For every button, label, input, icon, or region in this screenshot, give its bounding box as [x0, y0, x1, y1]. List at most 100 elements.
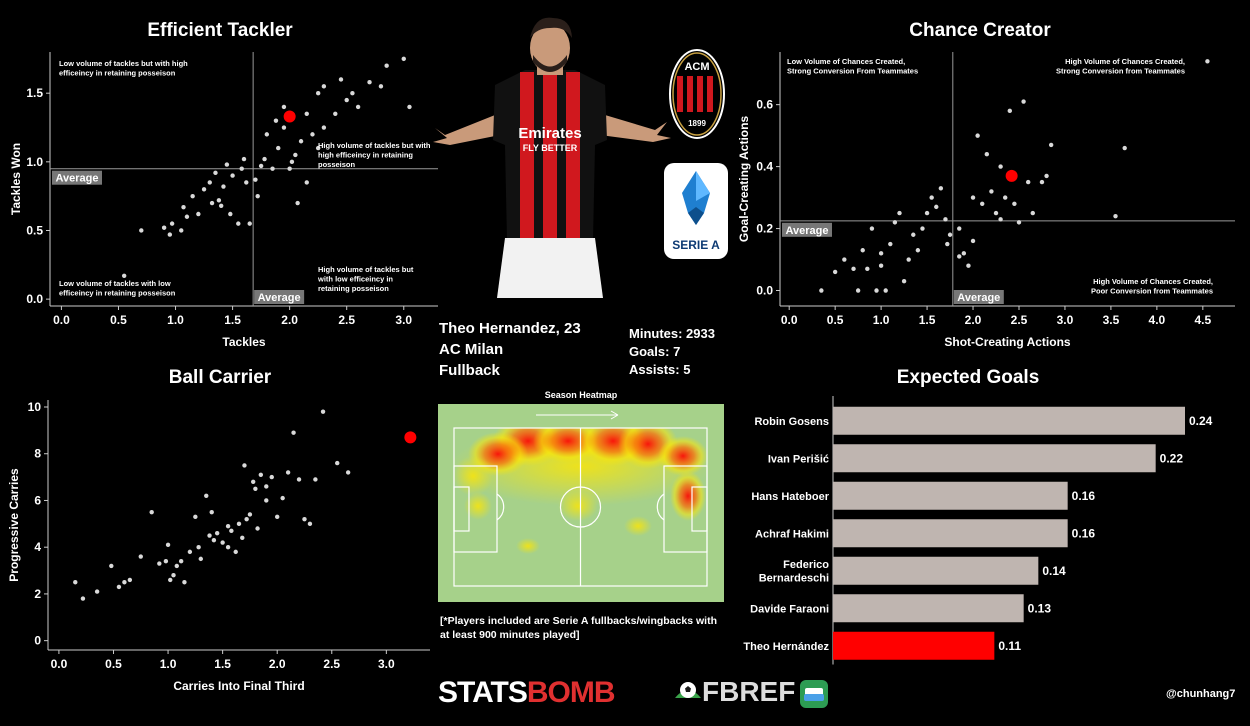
creator-point: [970, 238, 976, 244]
tackler-xtick-label: 0.0: [53, 313, 70, 327]
carrier-point: [196, 544, 201, 550]
creator-point: [1025, 179, 1031, 185]
tackler-point: [161, 225, 167, 230]
tackler-point: [216, 198, 222, 203]
carrier-point: [296, 477, 302, 482]
creator-point: [869, 226, 875, 231]
carrier-point: [253, 486, 258, 491]
carrier-point: [255, 526, 260, 531]
creator-point: [901, 279, 907, 284]
player-goals: Goals: 7: [629, 344, 681, 359]
carrier-point: [313, 477, 318, 482]
creator-point: [819, 288, 824, 293]
tackler-point: [315, 145, 321, 151]
creator-point: [851, 266, 856, 272]
creator-ylabel: Goal-Creating Actions: [737, 116, 751, 243]
heatmap-density: [454, 428, 707, 554]
carrier-ytick-label: 0: [34, 634, 41, 648]
carrier-point: [242, 463, 247, 468]
xg-bar: [833, 519, 1068, 548]
xg-category-label: Theo Hernández: [743, 641, 829, 653]
xg-value-label: 0.16: [1072, 526, 1096, 540]
creator-average-y-box: [782, 222, 832, 237]
shirt-sponsor: Emirates: [518, 125, 581, 142]
player-position: Fullback: [439, 362, 500, 379]
creator-point: [915, 248, 921, 253]
tackler-ylabel: Tackles Won: [9, 143, 23, 215]
creator-point: [878, 263, 884, 268]
creator-xtick-label: 2.5: [1011, 313, 1028, 327]
carrier-point: [264, 484, 269, 489]
tackler-point: [230, 173, 235, 178]
creator-point: [911, 232, 916, 237]
shirt-sponsor-2: FLY BETTER: [523, 143, 578, 153]
tackler-point: [209, 200, 215, 206]
creator-point: [883, 288, 888, 293]
tackler-ytick-label: 0.0: [26, 292, 43, 306]
tackler-point: [228, 211, 233, 217]
club-badge-text: ACM: [684, 61, 709, 73]
creator-average-y-label: Average: [785, 225, 828, 237]
creator-point: [998, 164, 1003, 169]
carrier-point: [250, 479, 256, 484]
carrier-point: [165, 542, 171, 548]
carrier-scatter: 0.0 0.5 1.0 1.5 2.0 2.5 3.0 0 2 4 6 8 10 Carries Into…: [7, 400, 430, 693]
tackler-point: [221, 184, 226, 189]
creator-xtick-label: 1.0: [873, 313, 890, 327]
xg-category-label: Hans Hateboer: [751, 491, 829, 503]
creator-title: Chance Creator: [909, 20, 1051, 41]
tackler-point: [167, 232, 173, 237]
player-club: AC Milan: [439, 341, 504, 358]
creator-xtick-label: 3.0: [1057, 313, 1074, 327]
creator-xlabel: Shot-Creating Actions: [944, 335, 1071, 349]
tackler-point: [213, 170, 218, 176]
fbref-logo: FBREF: [702, 676, 796, 707]
creator-point: [1012, 201, 1017, 206]
tackler-xlabel: Tackles: [222, 335, 265, 349]
carrier-point: [214, 530, 220, 536]
tackler-average-y-box: [52, 170, 102, 185]
creator-ytick-label: 0.2: [756, 222, 773, 236]
carrier-xtick-label: 3.0: [378, 657, 395, 671]
tackler-point: [295, 200, 300, 206]
creator-point: [947, 232, 953, 237]
creator-point: [989, 189, 994, 194]
heatmap-title: Season Heatmap: [545, 390, 618, 400]
carrier-point: [264, 498, 269, 503]
tackler-point: [289, 159, 295, 165]
tackler-xtick-label: 2.0: [281, 313, 298, 327]
tackler-point: [253, 177, 258, 182]
tackler-point: [218, 203, 224, 208]
tackler-point: [350, 90, 355, 96]
carrier-point: [138, 554, 143, 559]
tackler-point: [190, 193, 195, 199]
tackler-ytick-label: 0.5: [26, 223, 43, 237]
tackler-point: [270, 166, 275, 171]
creator-scatter: 0.0 0.5 1.0 1.5 2.0 2.5 3.0 3.5 4.0 4.5 0.0 0.2 0.4 0…: [737, 52, 1235, 349]
creator-ytick-label: 0.6: [756, 98, 773, 112]
tackler-point: [273, 118, 279, 123]
tackler-xtick-label: 1.5: [224, 313, 241, 327]
tackler-point: [281, 125, 287, 130]
xg-bar: [833, 556, 1039, 585]
creator-point: [924, 210, 930, 216]
carrier-point: [122, 580, 127, 585]
creator-point: [1016, 220, 1022, 225]
tackler-point: [264, 132, 270, 137]
tackler-point: [287, 166, 292, 171]
carrier-point: [345, 470, 351, 475]
tackler-point: [367, 80, 372, 85]
tackler-point: [241, 156, 247, 162]
player-photo: Emirates FLY BETTER: [433, 17, 671, 298]
tackler-average-y-label: Average: [55, 173, 98, 185]
xg-category-label: Davide Faraoni: [750, 603, 829, 615]
creator-point: [1048, 142, 1054, 148]
tackler-point: [333, 111, 338, 116]
carrier-ylabel: Progressive Carries: [7, 468, 21, 582]
heatmap-note: [*Players included are Serie A fullbacks…: [440, 615, 717, 641]
tackler-point: [355, 104, 361, 110]
creator-xtick-label: 0.5: [827, 313, 844, 327]
club-badge-year: 1899: [688, 119, 706, 128]
xg-bar-chart: 0.24 Robin Gosens 0.22 Ivan Perišić 0.16 Hans…: [743, 396, 1213, 665]
tackler-point: [207, 180, 212, 185]
